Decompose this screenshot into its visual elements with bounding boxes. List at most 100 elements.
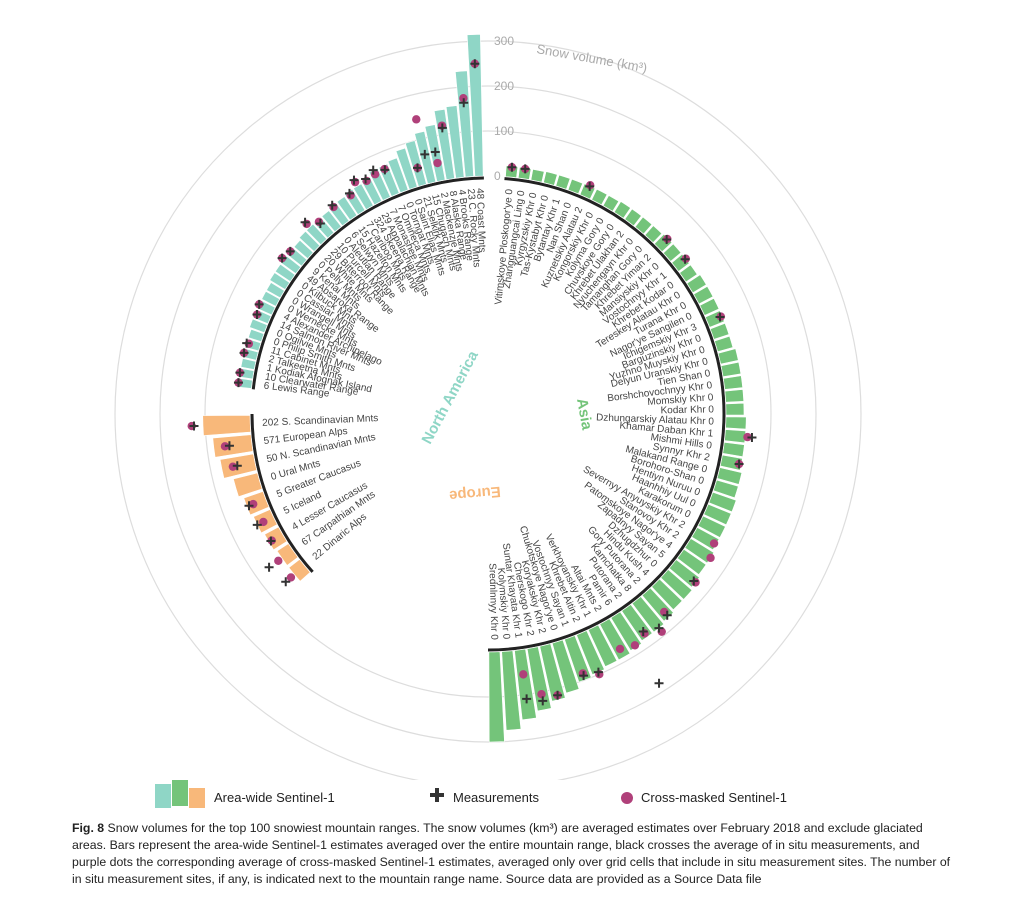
bar [514,648,537,721]
grid-ring [159,85,817,743]
cross-marker [734,459,744,469]
bar [591,188,608,206]
bar [699,297,720,316]
range-label: 202 S. Scandinavian Mnts [262,413,379,429]
region-label-north-america: North America [419,348,483,447]
cross-marker [242,338,252,348]
bar [717,348,739,365]
cross-marker [244,501,254,511]
legend-cross-label: Measurements [453,790,539,805]
bar [306,223,328,246]
caption-text: Snow volumes for the top 100 snowiest mo… [72,821,951,886]
cross-marker [507,162,517,172]
bar [686,274,707,294]
bar [708,491,737,513]
cross-marker [235,368,245,378]
cross-marker [232,461,242,471]
cross-marker [344,188,354,198]
range-label: Dzhungarskiy Alatau Khr 0 [596,412,715,427]
dot-marker [329,202,338,212]
bar [722,375,743,390]
legend: Area-wide Sentinel-1 Measurements Cross-… [0,780,1016,816]
bar [466,34,484,177]
bar [274,263,296,282]
radial-tick-label: 300 [494,34,514,48]
bar [651,578,683,611]
dot-marker [249,499,258,509]
bar [321,210,342,233]
cross-marker [233,378,243,388]
cross-marker [689,576,699,586]
cross-marker [300,217,310,227]
legend-bars-label: Area-wide Sentinel-1 [214,790,335,805]
dot-marker [286,573,296,582]
bar [660,569,693,600]
cross-marker [252,520,262,530]
cross-marker [327,200,337,210]
bar [610,611,642,651]
cross-marker [459,98,469,108]
cross-marker [654,623,664,633]
bar [576,630,605,676]
dot-marker [519,670,528,679]
range-label: Srednlnnyy Khr 0 [486,563,499,640]
cross-marker [430,147,440,157]
bar [644,225,663,244]
cross-marker [715,312,725,322]
bar [720,361,742,378]
radial-tick-label: 200 [494,79,514,93]
dot-icon [621,792,633,804]
bar [724,389,744,403]
figure-number: Fig. 8 [72,821,105,835]
bar [725,402,745,416]
cross-marker [224,441,234,451]
dot-marker [537,689,546,699]
bar [722,442,745,457]
cross-marker [277,253,287,263]
bar [530,168,545,183]
bar [395,147,418,190]
cross-marker [315,219,325,229]
bar [703,503,732,526]
bar [269,272,290,290]
dot-marker [274,556,283,566]
bar [634,216,653,235]
cross-marker [662,610,672,620]
dot-marker [346,191,355,200]
radial-grid-rings [114,40,862,780]
cross-marker [662,235,672,245]
bar [613,201,631,219]
bar [276,543,299,566]
dot-marker [615,644,625,654]
baseline-arcs [250,176,726,652]
bar [587,624,618,667]
cross-marker [638,627,648,637]
bar [233,472,263,498]
cross-marker [349,175,359,185]
bar [293,239,314,260]
cross-marker [266,536,276,546]
bar [248,328,265,343]
bar [716,467,743,485]
dot-marker [314,217,324,227]
dot-marker [630,641,640,650]
bar [387,157,409,194]
bar [662,243,682,262]
range-label: Kodar Khr 0 [660,404,714,416]
bar [551,639,580,694]
dot-marker [302,219,311,229]
bar [543,171,558,186]
bar [298,230,321,252]
region-label-europe: Europe [448,483,501,504]
radial-tick-labels: 0 100 200 300 [494,34,514,183]
cross-marker [189,421,199,431]
range-label: Momskiy Khr 0 [647,392,714,408]
cross-marker [520,164,530,174]
cross-marker [264,562,274,572]
dot-marker [412,115,421,124]
cross-marker [285,246,295,256]
bar [202,415,252,436]
bar [261,290,281,307]
cross-marker [593,667,603,677]
cross-marker [412,163,422,173]
